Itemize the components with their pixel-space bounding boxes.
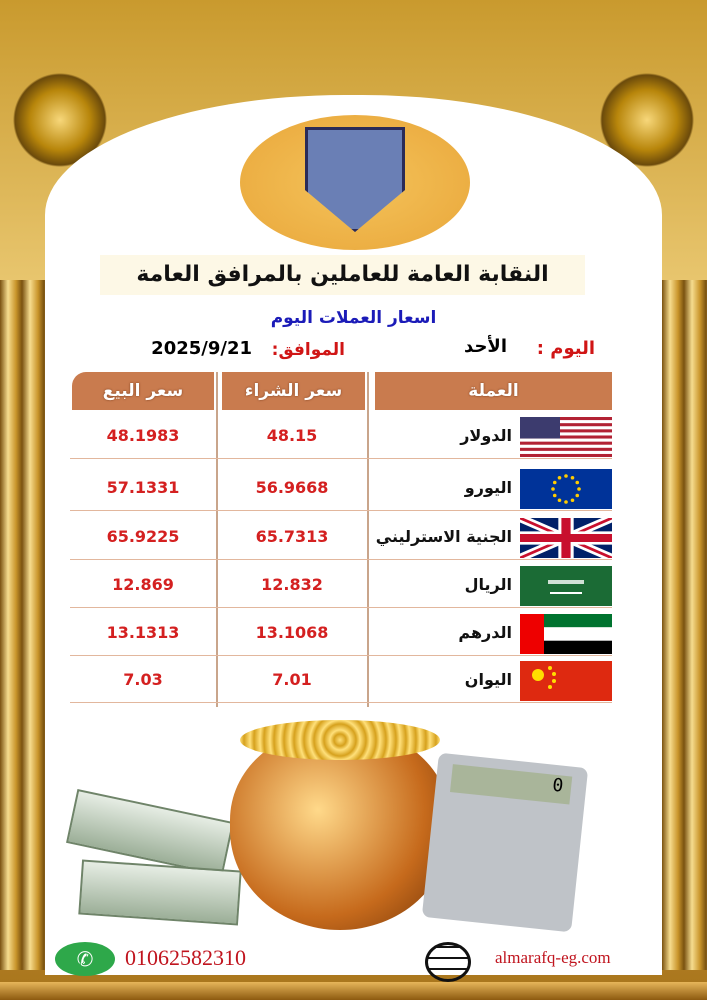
- date-value: 2025/9/21: [151, 338, 252, 359]
- buy-price: 56.9668: [255, 478, 329, 497]
- sell-price: 7.03: [123, 670, 163, 689]
- sell-price: 13.1313: [106, 623, 180, 642]
- sell-price: 12.869: [112, 575, 174, 594]
- sell-price: 65.9225: [106, 527, 180, 546]
- sell-price: 48.1983: [106, 426, 180, 445]
- buy-price: 48.15: [266, 426, 318, 445]
- uae-flag-icon: [520, 614, 612, 654]
- cash-stack: [78, 859, 242, 926]
- calculator-display: 0: [449, 764, 573, 805]
- phone-number[interactable]: 01062582310: [125, 945, 246, 970]
- uk-flag-icon: [517, 514, 615, 562]
- header-sell: سعر البيع: [72, 372, 214, 410]
- day-label: اليوم :: [536, 338, 595, 359]
- header-currency: العملة: [375, 372, 612, 410]
- left-column-decoration: [0, 280, 45, 970]
- currency-name: الجنية الاسترليني: [375, 527, 512, 546]
- currency-name: الدولار: [460, 426, 512, 445]
- divider: [216, 372, 218, 707]
- union-logo: [240, 115, 470, 250]
- us-flag-icon: [520, 417, 612, 457]
- buy-price: 65.7313: [255, 527, 329, 546]
- divider: [367, 372, 369, 707]
- table-row: 65.9225 65.7313 الجنية الاسترليني: [70, 514, 615, 562]
- buy-price: 12.832: [261, 575, 323, 594]
- right-column-decoration: [662, 280, 707, 970]
- page-title: النقابة العامة للعاملين بالمرافق العامة: [100, 255, 585, 295]
- currency-name: اليورو: [464, 478, 512, 497]
- globe-icon: [425, 942, 471, 982]
- sell-price: 57.1331: [106, 478, 180, 497]
- subtitle: اسعار العملات اليوم: [270, 308, 437, 328]
- table-row: 48.1983 48.15 الدولار: [70, 413, 612, 459]
- day-value: الأحد: [464, 336, 507, 357]
- currency-name: الريال: [464, 575, 512, 594]
- china-flag-icon: [520, 661, 612, 701]
- eu-flag-icon: [520, 469, 612, 509]
- table-row: 13.1313 13.1068 الدرهم: [70, 610, 612, 656]
- currency-name: اليوان: [464, 670, 512, 689]
- currency-name: الدرهم: [458, 623, 512, 642]
- calculator: 0: [421, 752, 589, 933]
- money-illustration: 0: [60, 715, 650, 935]
- bottom-border: [0, 982, 707, 1000]
- gold-coins: [240, 720, 440, 760]
- table-row: 7.03 7.01 اليوان: [70, 657, 612, 703]
- buy-price: 7.01: [272, 670, 312, 689]
- buy-price: 13.1068: [255, 623, 329, 642]
- saudi-flag-icon: [520, 566, 612, 606]
- whatsapp-icon: ✆: [55, 942, 115, 976]
- table-row: 12.869 12.832 الريال: [70, 562, 612, 608]
- logo-emblem: [305, 127, 405, 232]
- gold-pot: [230, 730, 450, 930]
- header-buy: سعر الشراء: [222, 372, 365, 410]
- table-row: 57.1331 56.9668 اليورو: [70, 465, 612, 511]
- website-link[interactable]: almarafq-eg.com: [495, 948, 611, 967]
- date-label: الموافق:: [271, 340, 345, 360]
